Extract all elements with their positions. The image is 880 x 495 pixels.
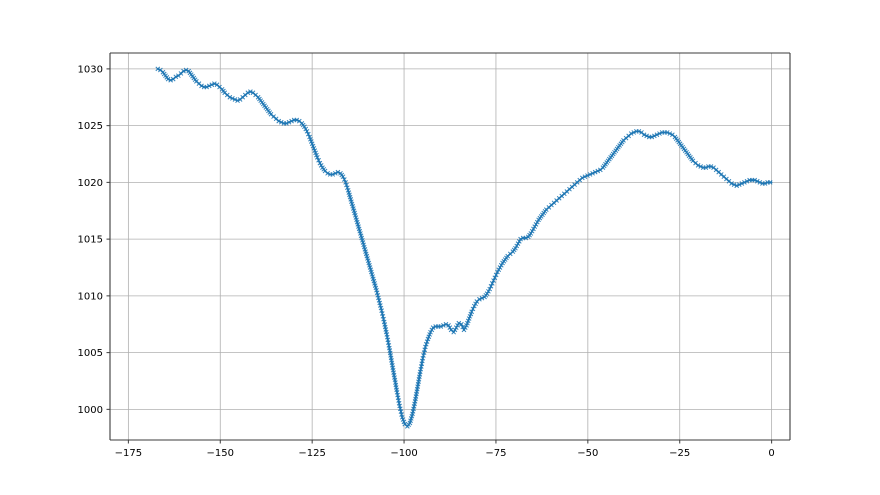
axes-spines <box>109 52 791 441</box>
x-tick-label-7: 0 <box>768 448 774 459</box>
series-markers-0 <box>155 66 773 429</box>
x-tick-label-4: −75 <box>485 448 506 459</box>
x-tick-label-0: −175 <box>115 448 142 459</box>
y-tick-label-1: 1005 <box>78 348 103 359</box>
data-series-group <box>155 66 773 429</box>
y-axis-ticks <box>106 68 110 410</box>
x-tick-label-3: −100 <box>390 448 417 459</box>
x-tick-label-1: −150 <box>207 448 234 459</box>
x-tick-label-2: −125 <box>298 448 325 459</box>
y-tick-label-5: 1025 <box>78 121 103 132</box>
y-tick-label-3: 1015 <box>78 235 103 246</box>
y-gridlines <box>110 68 790 410</box>
axes-background <box>110 53 790 440</box>
x-gridlines <box>127 53 773 440</box>
x-tick-label-6: −25 <box>669 448 690 459</box>
y-tick-label-4: 1020 <box>78 178 103 189</box>
x-axis-tick-labels: −175 −150 −125 −100 −75 −50 −25 0 <box>115 448 775 459</box>
y-axis-tick-labels: 1000 1005 1010 1015 1020 1025 1030 <box>78 64 103 415</box>
x-axis-ticks <box>127 440 773 444</box>
y-tick-label-0: 1000 <box>78 405 103 416</box>
y-tick-label-2: 1010 <box>78 291 103 302</box>
y-tick-label-6: 1030 <box>78 64 103 75</box>
x-tick-label-5: −50 <box>577 448 598 459</box>
